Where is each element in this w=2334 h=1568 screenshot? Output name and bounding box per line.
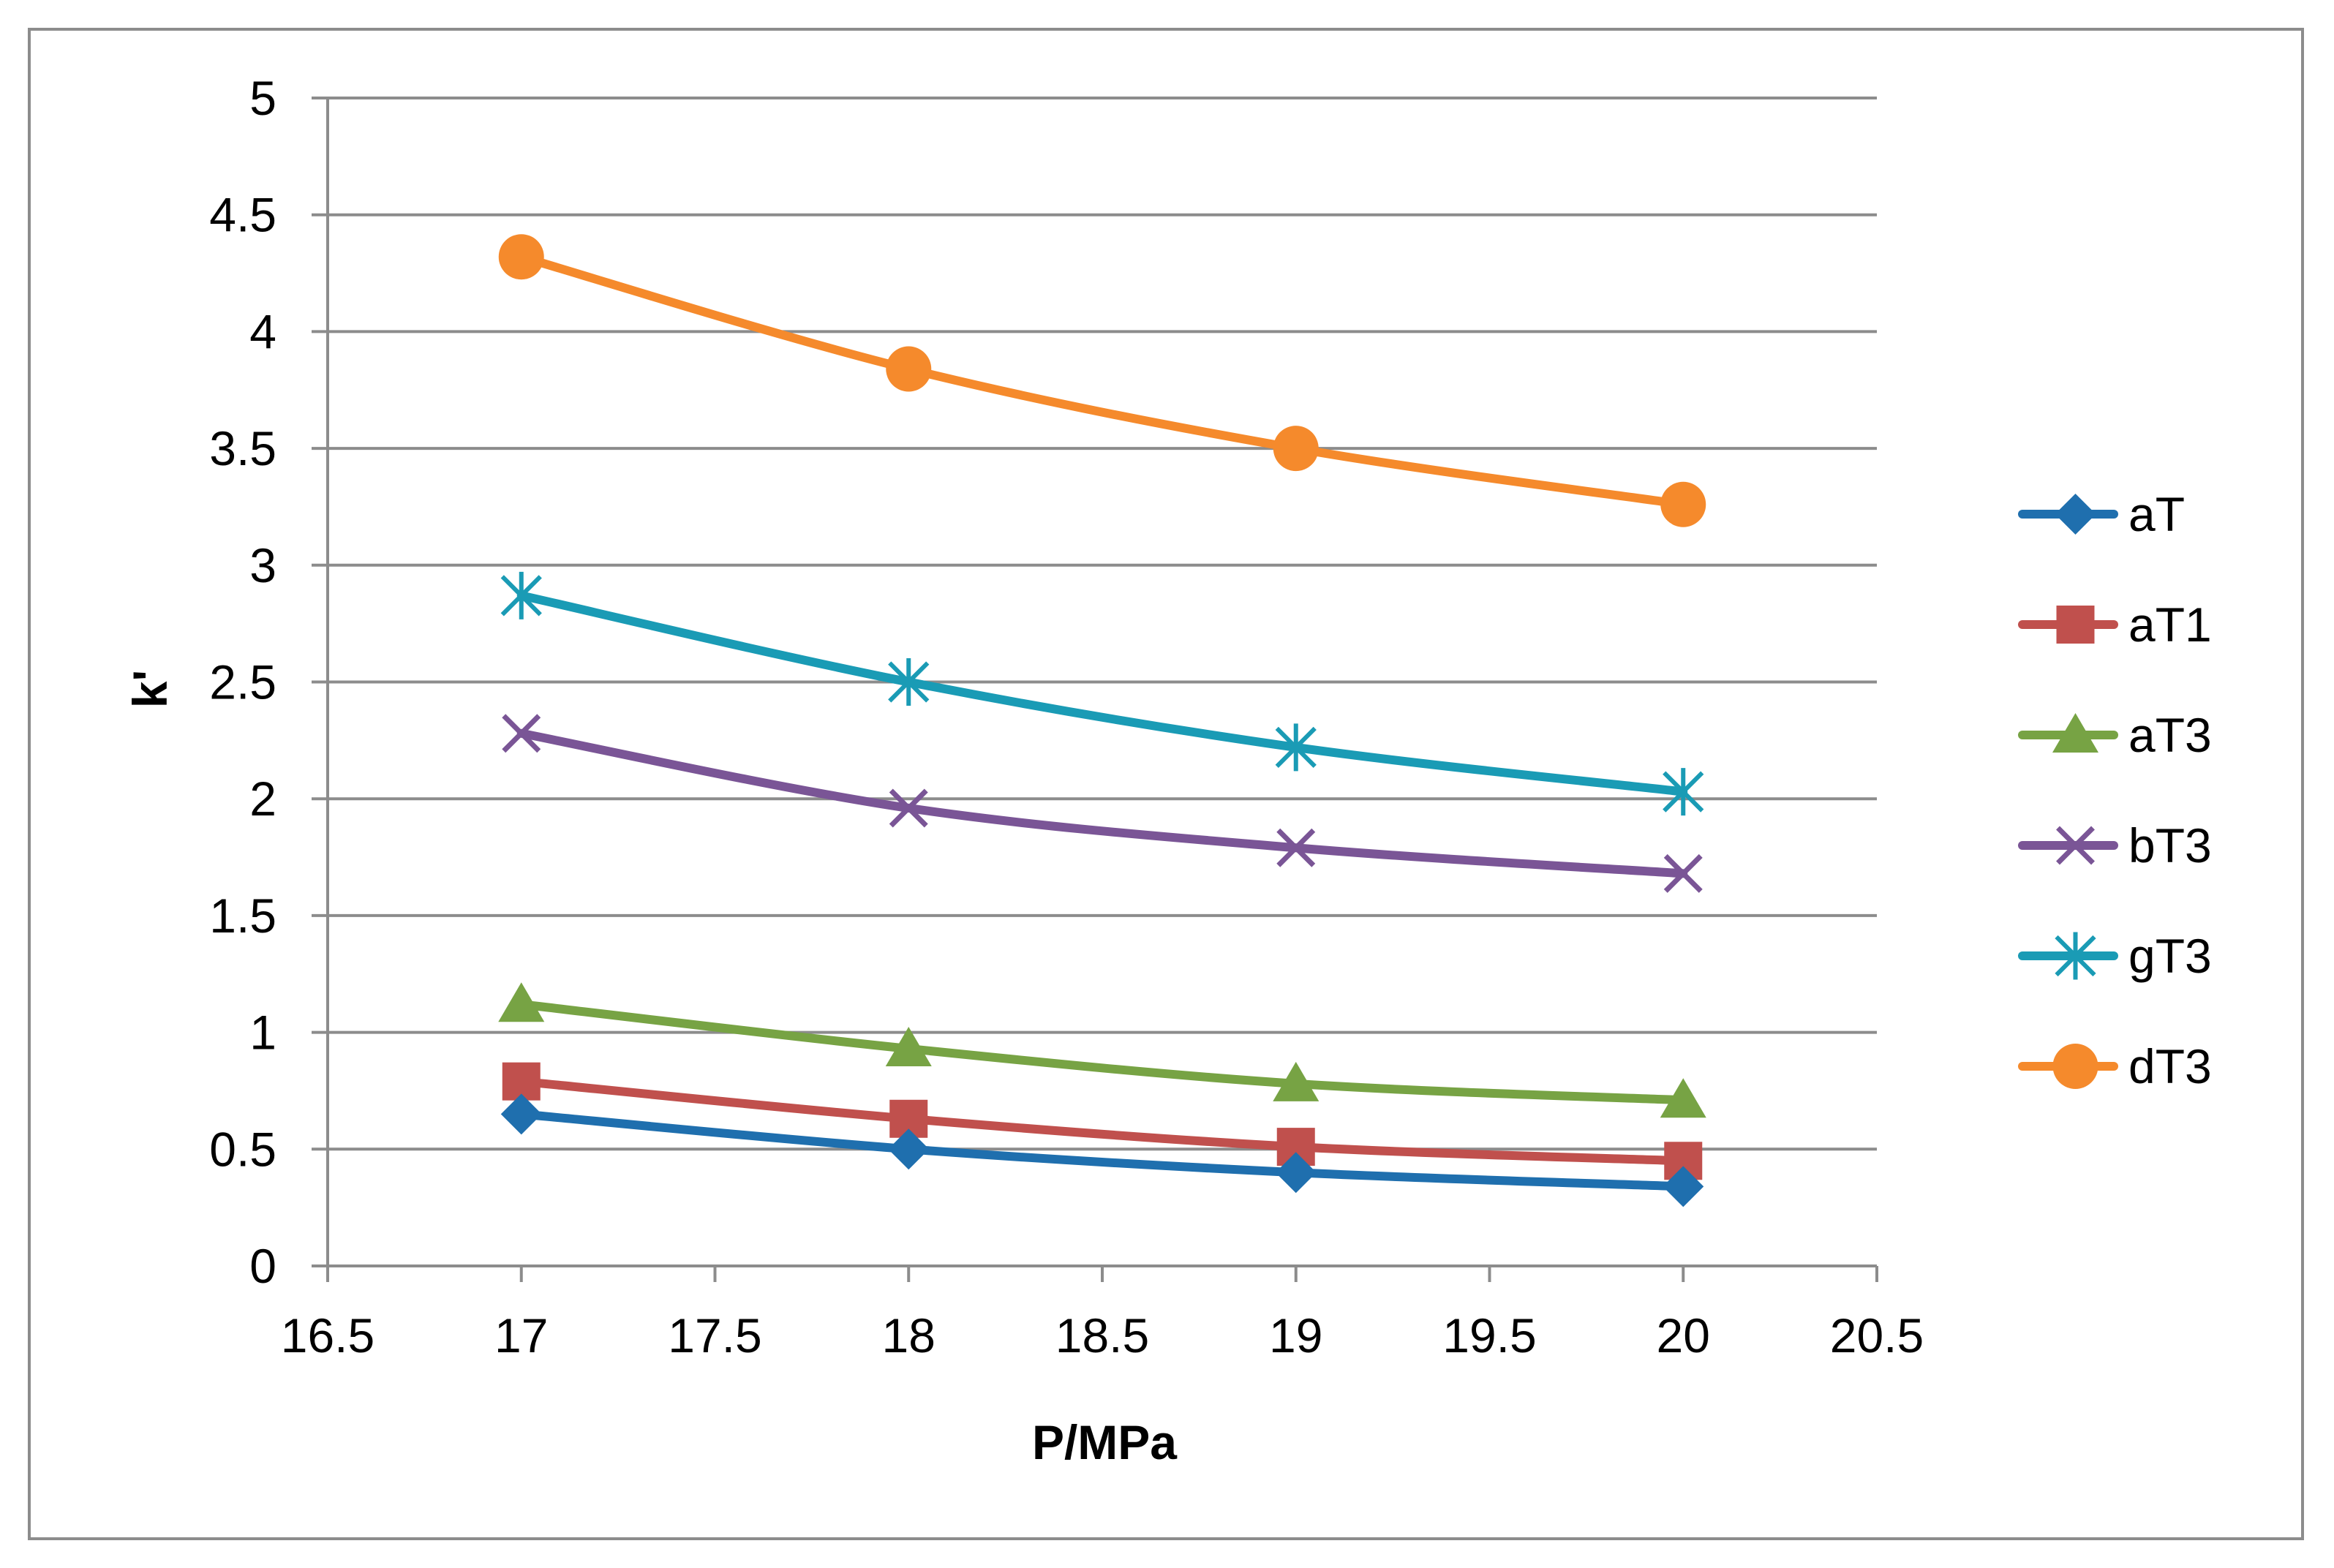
series-lines [516, 252, 1688, 1191]
legend-label-gT3: gT3 [2128, 929, 2212, 983]
y-tick-label-3: 1.5 [209, 889, 276, 943]
legend-label-dT3: dT3 [2128, 1039, 2212, 1093]
x-tick-label-2: 17.5 [668, 1308, 761, 1362]
legend-marker-bT3 [2056, 826, 2095, 865]
data-point-bT3-18 [889, 788, 928, 828]
data-point-aT-19 [1275, 1152, 1317, 1194]
legend-label-aT3: aT3 [2128, 708, 2212, 762]
data-point-aT3-17 [498, 982, 545, 1022]
data-point-dT3-19 [1273, 426, 1319, 472]
legend: aT aT1 aT3 bT3 gT3 dT3 [2018, 487, 2212, 1093]
series-markers [498, 234, 1706, 1207]
y-tick-label-10: 5 [249, 71, 276, 125]
data-point-gT3-19 [1275, 723, 1317, 772]
x-axis-title: P/MPa [1032, 1415, 1178, 1469]
data-point-gT3-17 [500, 571, 542, 619]
data-point-dT3-17 [498, 234, 544, 280]
data-point-dT3-20 [1660, 481, 1706, 527]
legend-label-aT: aT [2128, 487, 2185, 541]
data-point-gT3-18 [888, 658, 930, 706]
y-tick-label-1: 0.5 [209, 1122, 276, 1176]
data-point-aT-20 [1663, 1166, 1704, 1207]
data-point-bT3-19 [1276, 828, 1316, 867]
series-line-aT3 [516, 1000, 1688, 1105]
x-tick-label-1: 17 [494, 1308, 548, 1362]
y-tick-label-9: 4.5 [209, 188, 276, 242]
legend-marker-dT3 [2052, 1044, 2098, 1089]
legend-marker-aT [2055, 494, 2096, 535]
legend-marker-aT3 [2052, 713, 2098, 753]
data-point-aT-18 [888, 1128, 930, 1170]
y-tick-labels: 0 0.5 1 1.5 2 2.5 3 3.5 4 4.5 5 [209, 71, 276, 1293]
x-tick-label-4: 18.5 [1055, 1308, 1149, 1362]
series-line-bT3 [516, 728, 1688, 878]
legend-marker-aT1 [2056, 606, 2095, 644]
series-line-dT3 [516, 252, 1688, 509]
y-tick-label-8: 4 [249, 304, 276, 358]
chart-frame [28, 28, 2304, 1540]
x-tick-label-6: 19.5 [1442, 1308, 1536, 1362]
legend-label-bT3: bT3 [2128, 818, 2212, 872]
data-point-aT3-19 [1273, 1061, 1320, 1101]
legend-marker-gT3 [2055, 932, 2096, 980]
x-tick-label-3: 18 [882, 1308, 936, 1362]
series-line-gT3 [516, 591, 1688, 796]
y-tick-label-7: 3.5 [209, 421, 276, 475]
series-line-aT1 [516, 1077, 1688, 1166]
legend-label-aT1: aT1 [2128, 598, 2212, 652]
data-point-aT-17 [500, 1093, 542, 1135]
x-tick-label-5: 19 [1269, 1308, 1322, 1362]
data-point-bT3-17 [502, 714, 541, 753]
data-point-bT3-20 [1663, 853, 1703, 893]
y-tick-label-5: 2.5 [209, 655, 276, 709]
series-line-aT [516, 1109, 1688, 1191]
y-tick-label-6: 3 [249, 538, 276, 592]
x-tick-label-7: 20 [1657, 1308, 1710, 1362]
y-axis-title: k' [123, 670, 177, 708]
y-tick-label-0: 0 [249, 1239, 276, 1293]
x-tick-label-8: 20.5 [1830, 1308, 1924, 1362]
y-tick-label-2: 1 [249, 1006, 276, 1060]
grid-lines [328, 97, 1877, 1151]
axes [312, 97, 1878, 1282]
data-point-aT3-18 [885, 1026, 932, 1066]
data-point-aT3-20 [1660, 1078, 1706, 1118]
x-tick-label-0: 16.5 [281, 1308, 374, 1362]
x-tick-labels: 16.5 17 17.5 18 18.5 19 19.5 20 20.5 [281, 1308, 1924, 1362]
data-point-dT3-18 [886, 346, 932, 392]
data-point-gT3-20 [1663, 768, 1704, 816]
y-tick-label-4: 2 [249, 772, 276, 826]
